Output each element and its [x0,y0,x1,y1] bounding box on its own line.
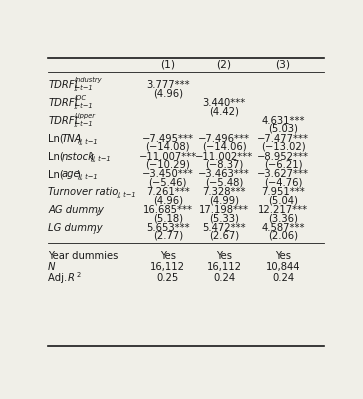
Text: (1): (1) [160,60,175,70]
Text: TNA: TNA [62,134,82,144]
Text: (−4.76): (−4.76) [264,178,302,188]
Text: 5.472***: 5.472*** [202,223,246,233]
Text: 4.631***: 4.631*** [261,116,305,126]
Text: j: j [97,210,98,216]
Text: 17.198***: 17.198*** [199,205,249,215]
Text: j, t−1: j, t−1 [118,192,136,198]
Text: ): ) [76,134,79,144]
Text: (5.18): (5.18) [153,213,183,223]
Text: nstock: nstock [62,152,95,162]
Text: 5.653***: 5.653*** [146,223,189,233]
Text: j, t−1: j, t−1 [75,103,94,109]
Text: Industry: Industry [75,77,103,83]
Text: (5.03): (5.03) [268,124,298,134]
Text: 0.24: 0.24 [272,273,294,283]
Text: 0.25: 0.25 [156,273,179,283]
Text: Lipper: Lipper [75,113,96,119]
Text: (5.04): (5.04) [268,195,298,205]
Text: (5.33): (5.33) [209,213,239,223]
Text: ): ) [89,152,93,162]
Text: (−10.29): (−10.29) [145,160,190,170]
Text: Ln(: Ln( [48,134,64,144]
Text: (−6.21): (−6.21) [264,160,302,170]
Text: (−14.06): (−14.06) [202,142,246,152]
Text: LG dummy: LG dummy [48,223,103,233]
Text: −7.477***: −7.477*** [257,134,309,144]
Text: −3.450***: −3.450*** [142,170,193,180]
Text: (2.67): (2.67) [209,231,239,241]
Text: Ln(: Ln( [48,170,64,180]
Text: Turnover ratio: Turnover ratio [48,187,119,197]
Text: (3.36): (3.36) [268,213,298,223]
Text: 16.685***: 16.685*** [143,205,193,215]
Text: j, t−1: j, t−1 [75,121,94,127]
Text: 0.24: 0.24 [213,273,235,283]
Text: (2.06): (2.06) [268,231,298,241]
Text: j, t−1: j, t−1 [75,85,94,91]
Text: 4.587***: 4.587*** [261,223,305,233]
Text: (−5.46): (−5.46) [148,178,187,188]
Text: −3.463***: −3.463*** [198,170,250,180]
Text: j, t−1: j, t−1 [93,156,112,162]
Text: N: N [48,262,56,272]
Text: AG dummy: AG dummy [48,205,104,215]
Text: TDRFL: TDRFL [48,116,81,126]
Text: 16,112: 16,112 [150,262,185,272]
Text: Yes: Yes [160,251,176,261]
Text: (4.42): (4.42) [209,106,239,116]
Text: TDRFL: TDRFL [48,98,81,108]
Text: age: age [62,170,80,180]
Text: Year dummies: Year dummies [48,251,119,261]
Text: (−5.48): (−5.48) [205,178,243,188]
Text: (−8.37): (−8.37) [205,160,243,170]
Text: Yes: Yes [216,251,232,261]
Text: 10,844: 10,844 [266,262,300,272]
Text: IOC: IOC [75,95,87,101]
Text: (4.96): (4.96) [153,195,183,205]
Text: 7.951***: 7.951*** [261,187,305,197]
Text: 12.217***: 12.217*** [258,205,308,215]
Text: Yes: Yes [275,251,291,261]
Text: 3.440***: 3.440*** [203,98,246,108]
Text: −8.952***: −8.952*** [257,152,309,162]
Text: −3.627***: −3.627*** [257,170,309,180]
Text: 2: 2 [76,272,81,278]
Text: Ln(: Ln( [48,152,64,162]
Text: (2): (2) [216,60,232,70]
Text: (4.96): (4.96) [153,88,183,98]
Text: 7.328***: 7.328*** [202,187,246,197]
Text: (2.77): (2.77) [153,231,183,241]
Text: j, t−1: j, t−1 [80,138,99,145]
Text: Adj.: Adj. [48,273,70,283]
Text: (−14.08): (−14.08) [146,142,190,152]
Text: (−13.02): (−13.02) [261,142,305,152]
Text: 7.261***: 7.261*** [146,187,189,197]
Text: −11.007***: −11.007*** [139,152,197,162]
Text: 16,112: 16,112 [207,262,241,272]
Text: R: R [68,273,75,283]
Text: (4.99): (4.99) [209,195,239,205]
Text: 3.777***: 3.777*** [146,80,189,90]
Text: j: j [94,228,95,234]
Text: j, t−1: j, t−1 [80,174,99,180]
Text: −11.002***: −11.002*** [195,152,253,162]
Text: −7.495***: −7.495*** [142,134,194,144]
Text: ): ) [76,170,79,180]
Text: (3): (3) [276,60,291,70]
Text: TDRFL: TDRFL [48,80,81,90]
Text: −7.496***: −7.496*** [198,134,250,144]
